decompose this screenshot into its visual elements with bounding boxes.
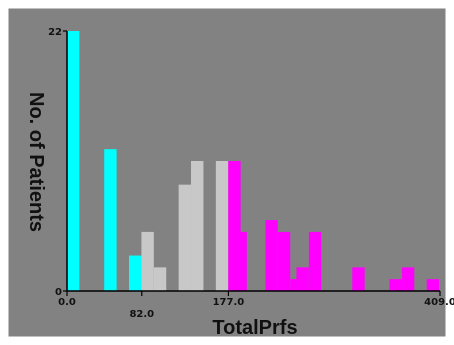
histogram-bar [234,231,247,291]
histogram-bar [104,149,117,291]
x-axis-title: TotalPrfs [212,317,297,339]
y-tick-label: 0 [55,287,62,298]
bars-layer [67,31,440,291]
histogram-bar [296,267,309,291]
x-tick-label: 82.0 [129,309,154,320]
x-tick-label: 0.0 [58,297,76,308]
histogram-bar [308,231,322,291]
histogram-bar [215,161,229,291]
histogram-bar [389,279,402,291]
x-tick-label: 177.0 [213,297,245,308]
histogram-bar [265,220,278,291]
histogram-bar [178,184,192,291]
histogram-bar [401,267,415,291]
histogram-bar [352,267,365,291]
y-tick-label: 22 [48,27,62,38]
y-axis-title: No. of Patients [25,92,47,232]
histogram-bar [129,255,142,291]
x-tick-label: 409.0 [424,297,454,308]
histogram-bar [153,267,167,291]
histogram-bar [277,231,291,291]
histogram-bar [141,231,154,291]
histogram-bar [426,279,440,291]
histogram-bar [191,161,204,291]
histogram-bar [67,31,80,291]
ticks-layer: 0.0 82.0 177.0 409.0 0 22 [48,27,454,320]
